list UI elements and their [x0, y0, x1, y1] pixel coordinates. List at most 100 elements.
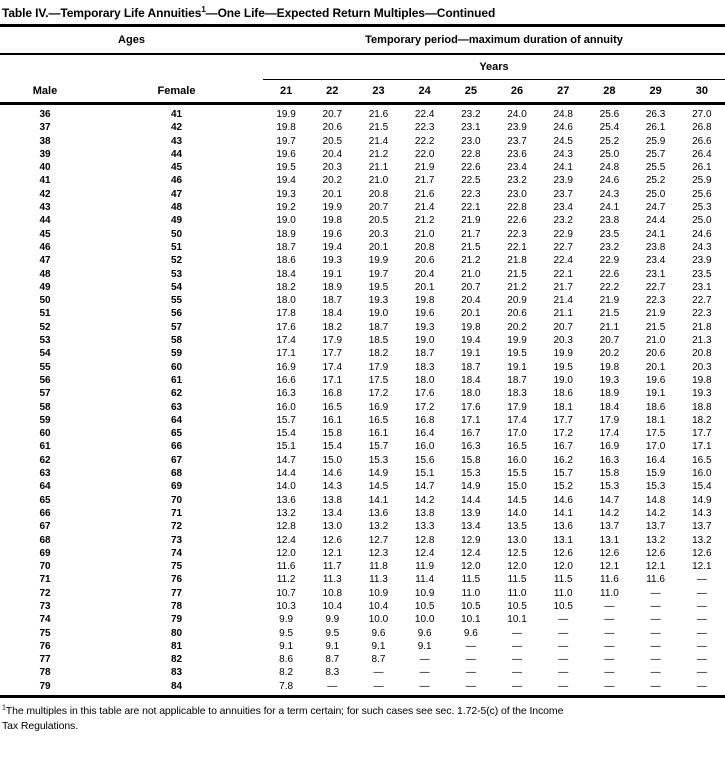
multiple-value-cell: 22.0 — [414, 148, 435, 160]
multiple-value-cell: 14.0 — [276, 481, 296, 493]
table-row: 52 57 17.6 18.2 18.7 19.3 19.8 20.2 20.7 21.1 21.5… — [0, 321, 725, 334]
multiple-value-cell: 12.6 — [322, 534, 343, 546]
multiple-value-cell: 18.9 — [599, 388, 620, 400]
years-header-row: Years — [0, 54, 725, 80]
table-row: 36 41 19.9 20.7 21.6 22.4 23.2 24.0 24.8 25.6 26.3… — [0, 104, 725, 122]
table-row: 37 42 19.8 20.6 21.5 22.3 23.1 23.9 24.6 25.4 26.1… — [0, 121, 725, 134]
multiple-value-cell: 15.1 — [414, 468, 435, 480]
multiple-value-cell: 16.5 — [507, 441, 527, 453]
multiple-value-cell: 19.0 — [276, 215, 296, 227]
temporary-period-group-header: Temporary period—maximum duration of ann… — [263, 27, 725, 55]
table-row: 51 56 17.8 18.4 19.0 19.6 20.1 20.6 21.1 21.5 21.9… — [0, 307, 725, 320]
multiple-value-cell: 21.2 — [507, 281, 527, 293]
multiple-value-cell: 16.3 — [461, 441, 481, 453]
multiple-value-cell: 26.1 — [692, 162, 712, 174]
multiple-value-cell: — — [465, 654, 476, 666]
male-age-cell: 58 — [39, 401, 51, 413]
multiple-value-cell: 18.7 — [414, 348, 435, 360]
multiple-value-cell: — — [696, 654, 707, 666]
multiple-value-cell: 23.2 — [461, 109, 481, 120]
footnote-line-1: 1The multiples in this table are not app… — [2, 704, 723, 719]
multiple-value-cell: 19.4 — [461, 335, 481, 347]
multiple-value-cell: 20.4 — [322, 148, 343, 160]
multiple-value-cell: 13.2 — [645, 534, 666, 546]
male-age-cell: 68 — [39, 534, 51, 546]
multiple-value-cell: 11.6 — [646, 574, 665, 586]
multiple-value-cell: 20.2 — [507, 321, 527, 333]
male-age-cell: 57 — [39, 388, 51, 400]
multiple-value-cell: 19.8 — [692, 374, 712, 386]
multiple-value-cell: 23.2 — [599, 241, 620, 253]
multiple-value-cell: 18.2 — [276, 281, 296, 293]
multiple-value-cell: 21.4 — [553, 295, 573, 307]
male-age-cell: 42 — [39, 188, 51, 200]
multiple-value-cell: 15.7 — [553, 468, 573, 480]
multiple-value-cell: 15.3 — [645, 481, 666, 493]
multiple-value-cell: 19.8 — [599, 361, 620, 373]
multiple-value-cell: 16.5 — [368, 414, 389, 426]
multiple-value-cell: 18.4 — [276, 268, 296, 280]
multiple-value-cell: 24.8 — [599, 162, 620, 174]
multiple-value-cell: 16.8 — [414, 414, 435, 426]
multiple-value-cell: 14.1 — [553, 507, 573, 519]
multiple-value-cell: 20.3 — [322, 162, 343, 174]
multiple-value-cell: 19.5 — [276, 162, 296, 174]
multiple-value-cell: 13.0 — [507, 534, 527, 546]
multiple-value-cell: 15.1 — [276, 441, 296, 453]
multiple-value-cell: 16.6 — [276, 374, 296, 386]
multiple-value-cell: 22.1 — [553, 268, 573, 280]
multiple-value-cell: 10.0 — [368, 614, 389, 626]
multiple-value-cell: 9.5 — [325, 627, 340, 639]
multiple-value-cell: 23.5 — [692, 268, 712, 280]
multiple-value-cell: 15.8 — [599, 468, 620, 480]
multiple-value-cell: 18.0 — [414, 374, 435, 386]
multiple-value-cell: 8.3 — [325, 667, 340, 679]
multiple-value-cell: 19.1 — [507, 361, 527, 373]
multiple-value-cell: 13.9 — [461, 507, 481, 519]
multiple-value-cell: 23.1 — [692, 281, 712, 293]
multiple-value-cell: — — [604, 640, 615, 652]
multiple-value-cell: 21.5 — [507, 268, 527, 280]
multiple-value-cell: 22.3 — [645, 295, 666, 307]
female-age-cell: 46 — [170, 175, 183, 187]
table-row: 39 44 19.6 20.4 21.2 22.0 22.8 23.6 24.3 25.0 25.7… — [0, 148, 725, 161]
multiple-value-cell: — — [604, 627, 615, 639]
multiple-value-cell: 26.8 — [692, 122, 712, 134]
multiple-value-cell: 20.7 — [461, 281, 481, 293]
female-age-cell: 43 — [170, 135, 183, 147]
multiple-value-cell: 15.7 — [276, 414, 296, 426]
multiple-value-cell: 23.0 — [461, 135, 481, 147]
multiple-value-cell: 22.3 — [414, 122, 435, 134]
multiple-value-cell: 15.3 — [461, 468, 481, 480]
multiple-value-cell: 26.6 — [692, 135, 712, 147]
multiple-value-cell: 9.6 — [463, 627, 478, 639]
multiple-value-cell: 15.3 — [368, 454, 389, 466]
multiple-value-cell: 24.1 — [553, 162, 573, 174]
multiple-value-cell: 16.4 — [414, 428, 435, 440]
multiple-value-cell: 20.7 — [322, 109, 343, 120]
multiple-value-cell: 18.7 — [461, 361, 481, 373]
multiple-value-cell: 14.3 — [692, 507, 712, 519]
male-age-cell: 49 — [39, 281, 51, 293]
multiple-value-cell: 22.3 — [461, 188, 481, 200]
multiple-value-cell: 14.5 — [368, 481, 389, 493]
multiple-value-cell: 20.6 — [414, 255, 435, 267]
multiple-value-cell: 21.2 — [461, 255, 481, 267]
multiple-value-cell: 19.2 — [276, 202, 296, 214]
multiple-value-cell: 18.4 — [322, 308, 343, 320]
multiple-value-cell: 16.4 — [645, 454, 666, 466]
multiple-value-cell: 13.7 — [645, 521, 666, 533]
multiple-value-cell: 19.3 — [599, 374, 620, 386]
multiple-value-cell: 20.8 — [368, 188, 389, 200]
multiple-value-cell: 23.8 — [645, 241, 666, 253]
multiple-value-cell: 15.4 — [322, 441, 343, 453]
table-title: Table IV.—Temporary Life Annuities1—One … — [0, 0, 725, 27]
multiple-value-cell: 13.6 — [276, 494, 296, 506]
multiple-value-cell: 23.9 — [692, 255, 712, 267]
multiple-value-cell: 17.0 — [645, 441, 666, 453]
multiple-value-cell: 20.4 — [414, 268, 435, 280]
multiple-value-cell: 21.1 — [599, 321, 620, 333]
female-age-cell: 54 — [170, 281, 183, 293]
table-row: 76 81 9.1 9.1 9.1 9.1 — — — — — — — [0, 640, 725, 653]
multiple-value-cell: 19.7 — [276, 135, 296, 147]
